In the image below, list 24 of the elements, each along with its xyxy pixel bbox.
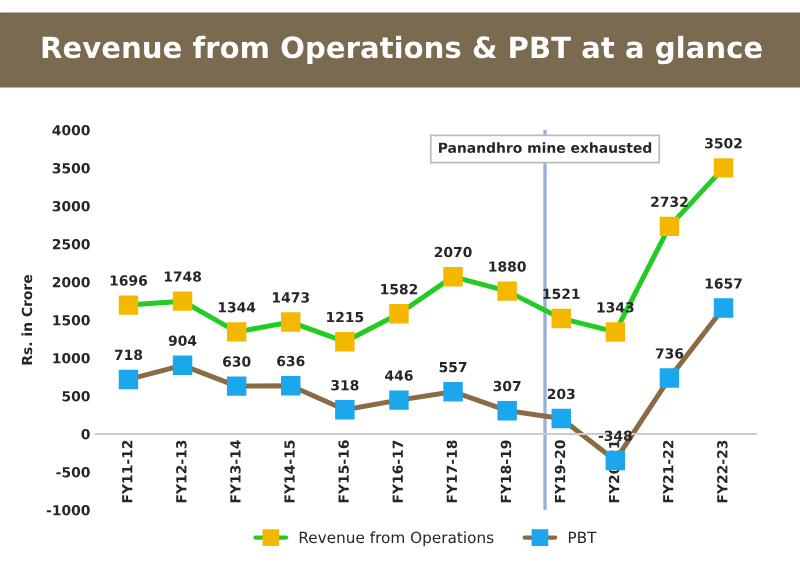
point xyxy=(281,312,301,332)
point xyxy=(497,281,517,301)
point xyxy=(281,375,301,396)
point xyxy=(172,291,193,311)
point xyxy=(551,408,571,429)
point xyxy=(713,158,734,178)
point xyxy=(659,368,680,388)
point xyxy=(497,400,517,421)
point xyxy=(389,390,409,410)
chart-title: Revenue from Operations & PBT at a glance xyxy=(42,35,762,65)
point xyxy=(335,331,355,352)
point xyxy=(335,400,355,420)
point xyxy=(226,322,247,342)
point xyxy=(118,369,139,390)
point xyxy=(226,376,247,396)
point xyxy=(172,355,193,376)
point xyxy=(551,308,571,329)
point xyxy=(659,216,680,237)
point xyxy=(118,295,139,315)
point xyxy=(443,381,463,402)
point xyxy=(713,298,734,318)
point xyxy=(389,304,409,324)
point xyxy=(443,266,463,287)
point xyxy=(605,322,626,342)
